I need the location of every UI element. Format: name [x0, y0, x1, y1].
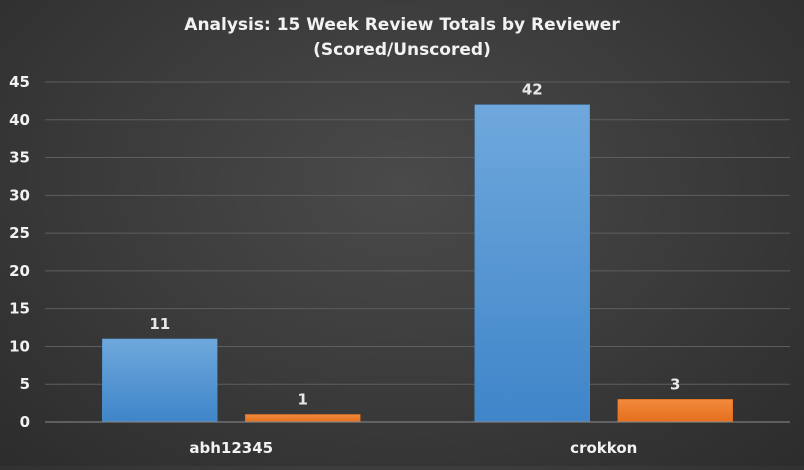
y-tick-label: 20	[9, 262, 30, 280]
y-tick-label: 5	[20, 375, 30, 393]
data-label: 11	[149, 315, 170, 333]
bar-abh12345-series-2	[245, 414, 361, 423]
chart-subtitle: (Scored/Unscored)	[313, 40, 491, 60]
y-tick-label: 40	[9, 111, 30, 129]
y-tick-label: 25	[9, 224, 30, 242]
x-axis-categories: abh12345 crokkon	[189, 439, 637, 457]
data-label: 42	[522, 81, 543, 99]
x-category-label: crokkon	[570, 439, 637, 457]
x-category-label: abh12345	[189, 439, 273, 457]
bar-abh12345-series-1	[102, 338, 218, 423]
bar-crokkon-series-1	[474, 104, 590, 423]
y-axis-ticks: 0 5 10 15 20 25 30 35 40 45	[9, 73, 30, 431]
chart-title: Analysis: 15 Week Review Totals by Revie…	[184, 15, 620, 35]
y-tick-label: 15	[9, 300, 30, 318]
bar-crokkon-series-2	[617, 399, 733, 423]
y-tick-label: 35	[9, 149, 30, 167]
y-tick-label: 10	[9, 337, 30, 355]
y-tick-label: 0	[20, 413, 30, 431]
bars	[102, 104, 733, 423]
y-tick-label: 45	[9, 73, 30, 91]
data-label: 3	[670, 375, 680, 393]
data-label: 1	[298, 390, 308, 408]
y-tick-label: 30	[9, 186, 30, 204]
